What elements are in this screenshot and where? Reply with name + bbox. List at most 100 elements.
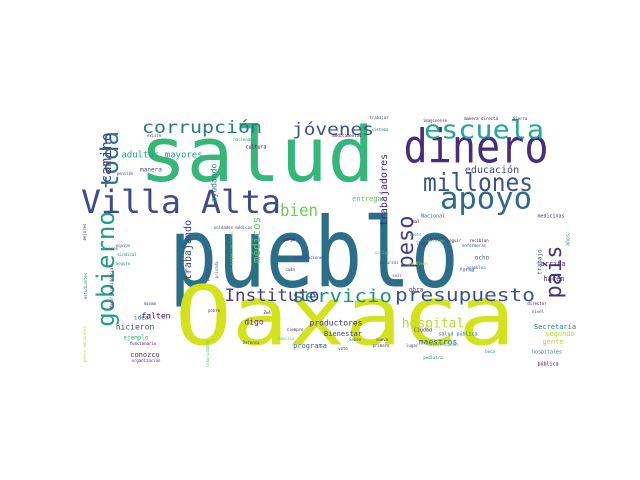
word-mismo: mismo [144,301,157,306]
word-segundo: segundo [545,330,575,338]
word-bien: bien [280,201,318,221]
word-privada: privada [214,261,219,278]
word-pueblo: pueblo [169,197,459,309]
word-maestros: maestros [419,338,458,347]
word-director: director [527,301,547,306]
word-falten: falten [142,312,171,321]
word-apoyo: apoyo [440,182,532,217]
word-trabajadores: trabajadores [379,154,390,226]
word-unidades-medicas: unidades médicas [214,225,253,230]
word-presupuesto: presupuesto [395,285,535,306]
word-zoe: Zoé [263,310,271,315]
word-pais: país [542,246,567,299]
word-corrupcion: corrupción [142,118,262,138]
word-contrato: contrato [427,236,447,241]
word-servicio: servicio [292,286,392,307]
word-cultura: cultura [245,145,266,151]
word-pediatra: pediatra [423,355,443,360]
word-escuela: escuela [424,116,544,146]
word-productores: productores [310,319,363,328]
word-equipo: equipo [116,243,131,248]
word-peso: peso [394,216,419,269]
word-forma: forma [459,268,474,274]
word-pension: pensión [117,171,134,176]
word-camino: camino [99,133,115,184]
word-mejores: mejores [82,223,87,240]
word-enfermeras: enfermeras [462,243,487,248]
word-dinero: dinero [404,120,549,174]
word-seguir: seguir [447,238,462,243]
word-saben: Saben [349,337,362,342]
word-organizacion: organización [132,358,161,363]
word-voto: voto [338,346,348,351]
word-universidades: universidades [427,342,459,347]
word-clases: clases [407,232,422,237]
word-digo: digo [244,318,263,327]
word-medicinas: medicinas [537,214,564,220]
word-manera: manera [140,167,162,174]
word-imaginense: imagínense [423,118,448,123]
word-educacion: educación [465,164,519,176]
word-sindical: sindical [117,252,137,257]
word-siempre: siempre [287,327,304,332]
word-medicamentos: medicamentos [333,133,362,138]
word-programa: programa [293,342,327,350]
word-trabajar: trabajar [369,115,389,120]
word-sierra: Sierra [513,116,528,121]
word-lugar: lugar [406,343,419,348]
word-conozco: conozco [130,351,160,359]
word-recursos: recursos [379,260,399,265]
word-oaxaca: Oaxaca [175,269,515,364]
word-publica: pública [537,361,558,368]
word-cargo: cargo [283,237,296,242]
word-mal: mal [412,219,420,224]
word-gente: gente [542,338,563,346]
word-seis: seis [392,273,402,278]
word-hospitales: hospitales [532,350,562,356]
word-trabajando: trabajando [183,220,194,280]
word-asamblea: asamblea [466,265,486,270]
word-pobre: pobre [208,308,221,313]
word-jovenes: jóvenes [292,120,374,140]
word-salud-publica: salud pública [438,331,477,338]
word-salud: salud [140,110,375,199]
word-manera-directa: manera directa [464,116,498,121]
word-primero: primero [373,343,390,348]
word-llega: llega [416,241,429,246]
word-funcionario: funcionario [130,341,157,346]
word-hacen: hacen [543,275,564,283]
word-cada: cada [285,267,295,272]
word-hospital: hospital [402,317,465,332]
word-estudiantes: estudiantes [83,272,88,299]
word-problema: problema [408,261,428,266]
word-ayudando: ayudando [210,164,219,203]
word-medicos: médicos [250,217,263,263]
word-parte: parte [205,268,210,281]
word-familia: familia [278,336,295,341]
word-secretaria: Secretaría [534,323,576,331]
word-haciendo: haciendo [233,137,253,142]
word-bienestar: Bienestar [324,330,362,338]
word-nuevo: nuevo [376,337,389,342]
word-millones: millones [423,168,533,197]
word-existe: existe [147,133,162,138]
word-obra: obra [409,287,424,294]
word-ciudad: Ciudad [414,328,432,334]
word-mayor-presidencial: Mayor Presidencial [109,265,114,309]
word-nacional: Nacional [421,214,445,220]
word-anos: años [566,234,572,246]
word-ideal: ideal [134,315,152,322]
word-gobierno: gobierno [92,211,120,327]
word-sistema: sistema [372,127,389,132]
word-comunidades: comunidades [205,340,210,367]
word-nivel: nivel [532,309,545,314]
word-trabajo: trabajo [537,249,544,275]
word-recibian: recibían [469,238,489,243]
word-veces: veces [106,246,119,251]
word-arriba: arriba [540,260,565,268]
word-ejemplo: ejemplo [123,335,149,342]
word-seguro: Seguro [116,261,131,266]
word-social: social [375,250,390,255]
word-organizaciones: organizaciones [229,231,234,265]
